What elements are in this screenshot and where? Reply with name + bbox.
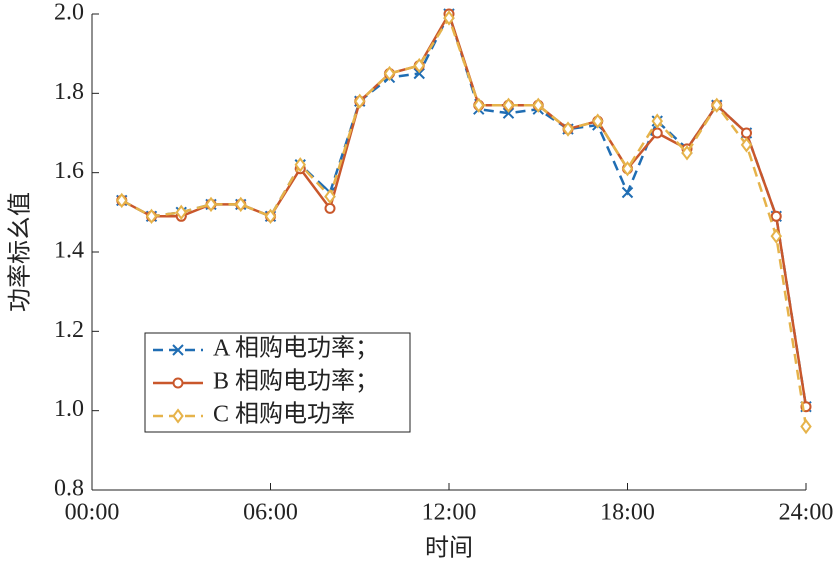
legend-label: B 相购电功率； — [213, 368, 379, 395]
legend-label: A 相购电功率； — [213, 335, 379, 362]
point — [740, 137, 753, 153]
point — [770, 228, 782, 244]
point — [264, 208, 277, 224]
point — [413, 57, 425, 74]
point — [681, 145, 693, 161]
legend-label: C 相购电功率 — [213, 401, 355, 428]
point — [741, 127, 752, 139]
y-tick-label: 0.8 — [54, 476, 84, 502]
legend-marker — [172, 344, 184, 356]
point — [413, 67, 425, 80]
point — [116, 192, 128, 209]
point — [800, 418, 812, 435]
point — [294, 157, 306, 173]
point — [770, 210, 782, 222]
point — [354, 93, 366, 109]
y-tick-label: 1.0 — [54, 396, 84, 422]
point — [175, 204, 187, 220]
point — [562, 121, 574, 137]
y-axis-label: 功率标幺值 — [7, 192, 34, 312]
point — [532, 97, 545, 113]
point — [145, 208, 158, 224]
point — [502, 107, 515, 119]
point — [324, 188, 336, 205]
y-tick-label: 2.0 — [54, 0, 84, 26]
point — [472, 97, 485, 113]
x-tick-label: 00:00 — [65, 500, 120, 526]
point — [324, 202, 336, 214]
y-tick-label: 1.4 — [54, 238, 84, 264]
x-tick-label: 06:00 — [243, 500, 298, 526]
y-tick-label: 1.2 — [54, 317, 84, 343]
point — [651, 113, 663, 129]
legend-marker — [172, 377, 184, 389]
legend-marker — [172, 408, 184, 424]
x-tick-label: 24:00 — [779, 500, 834, 526]
x-tick-label: 12:00 — [422, 500, 477, 526]
point — [651, 127, 663, 139]
x-axis-label: 时间 — [425, 535, 473, 562]
point — [592, 113, 604, 129]
point — [502, 97, 515, 113]
point — [621, 161, 634, 177]
y-tick-label: 1.8 — [54, 79, 84, 105]
y-tick-label: 1.6 — [54, 158, 84, 184]
x-tick-label: 18:00 — [600, 500, 655, 526]
point — [205, 196, 217, 213]
point — [443, 10, 455, 26]
point — [383, 65, 396, 82]
point — [710, 97, 723, 113]
point — [235, 196, 247, 213]
point — [621, 186, 634, 199]
